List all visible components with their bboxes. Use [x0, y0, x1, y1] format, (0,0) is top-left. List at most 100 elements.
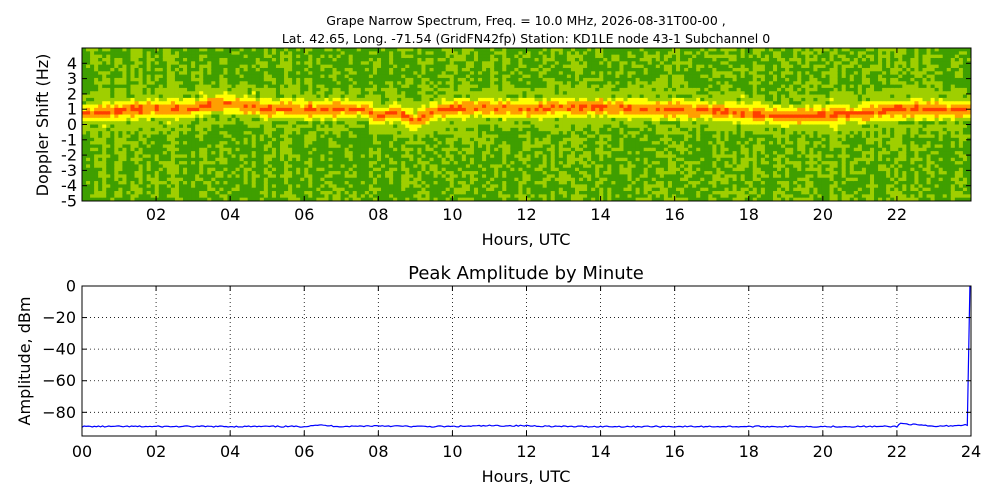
spectrogram-cell — [86, 104, 91, 109]
spectrogram-cell — [312, 171, 317, 175]
spectrogram-cell — [271, 77, 277, 82]
spectrogram-cell — [126, 151, 132, 156]
spectrogram-cell — [142, 144, 148, 149]
spectrogram-cell — [288, 67, 293, 72]
spectrogram-cell — [243, 51, 249, 56]
spectrogram-cell — [296, 67, 301, 72]
spectrogram-cell — [227, 157, 233, 162]
spectrogram-cell — [183, 184, 188, 189]
spectrogram-cell — [146, 87, 152, 92]
spectrogram-cell — [223, 121, 229, 126]
spectrogram-cell — [211, 77, 216, 82]
spectrogram-cell — [284, 91, 289, 96]
spectrogram-cell — [82, 67, 87, 72]
spectrogram-cell — [215, 164, 220, 169]
spectrogram-cell — [267, 181, 273, 185]
spectrogram-cell — [191, 194, 196, 199]
spectrogram-cell — [183, 114, 188, 119]
spectrogram-cell — [304, 191, 309, 195]
spectrogram-cell — [316, 51, 322, 56]
spectrogram-cell — [183, 157, 188, 162]
spectrogram-cell — [183, 167, 188, 172]
spectrogram-cell — [158, 181, 164, 185]
spectrogram-cell — [146, 147, 152, 152]
spectrogram-cell — [199, 101, 204, 106]
spectrogram-cell — [312, 77, 317, 82]
figure-title-line2: Lat. 42.65, Long. -71.54 (GridFN42fp) St… — [282, 31, 770, 46]
spectrogram-cell — [223, 61, 229, 66]
spectrogram-cell — [126, 114, 132, 119]
spectrogram-cell — [158, 147, 164, 152]
spectrogram-cell — [174, 127, 180, 132]
spectrogram-cell — [203, 61, 208, 66]
spectrogram-cell — [90, 181, 95, 185]
spectrogram-cell — [178, 174, 184, 179]
spectrogram-cell — [284, 197, 289, 201]
spectrogram-cell — [247, 144, 253, 149]
spectrogram-cell — [215, 161, 220, 166]
spectrogram-cell — [94, 91, 99, 96]
spectrogram-cell — [162, 167, 168, 172]
spectrogram-cell — [292, 124, 297, 129]
spectrogram-cell — [255, 74, 261, 79]
spectrogram-cell — [207, 87, 212, 92]
spectrogram-cell — [288, 101, 293, 106]
spectrogram-cell — [134, 141, 140, 146]
spectrogram-cell — [138, 121, 144, 126]
spectrogram-cell — [154, 184, 160, 189]
spectrogram-cell — [275, 107, 281, 112]
spectrogram-cell — [187, 181, 192, 185]
spectrogram-cell — [259, 147, 265, 152]
spectrogram-cell — [259, 94, 265, 99]
spectrogram-cell — [82, 151, 87, 156]
spectrogram-cell — [126, 191, 132, 195]
spectrogram-cell — [292, 94, 297, 99]
spectrogram-cell — [102, 107, 107, 112]
spectrogram-cell — [199, 94, 204, 99]
spectrogram-cell — [114, 157, 119, 162]
spectrogram-cell — [227, 144, 233, 149]
spectrogram-cell — [126, 64, 132, 69]
spectrogram-cell — [267, 191, 273, 195]
spectrogram-cell — [102, 117, 107, 122]
spectrogram-cell — [130, 84, 136, 89]
spectrogram-cell — [259, 121, 265, 126]
spectrogram-cell — [130, 127, 136, 132]
spectrogram-cell — [267, 87, 273, 92]
spectrogram-cell — [284, 154, 289, 159]
spectrogram-cell — [219, 54, 225, 59]
spectrogram-cell — [166, 67, 172, 72]
spectrogram-cell — [271, 147, 277, 152]
spectrogram-cell — [82, 114, 87, 119]
spectrogram-cell — [114, 48, 119, 52]
spectrogram-cell — [308, 87, 313, 92]
spectrogram-cell — [94, 77, 99, 82]
spectrogram-cell — [122, 124, 128, 129]
spectrogram-cell — [308, 171, 313, 175]
spectrogram-cell — [219, 57, 225, 62]
spectrogram-cell — [102, 194, 107, 199]
spectrogram-cell — [243, 191, 249, 195]
spectrogram-cell — [203, 137, 208, 142]
spectrogram-cell — [203, 194, 208, 199]
spectrogram-cell — [239, 67, 245, 72]
spectrogram-cell — [207, 67, 212, 72]
spectrogram-cell — [235, 81, 241, 86]
spectrogram-cell — [150, 137, 156, 142]
spectrogram-cell — [94, 51, 99, 56]
spectrogram-cell — [227, 71, 233, 76]
spectrogram-cell — [219, 117, 225, 122]
spectrogram-cell — [162, 71, 168, 76]
spectrogram-cell — [247, 54, 253, 59]
spectrogram-cell — [170, 71, 176, 76]
spectrogram-cell — [251, 187, 257, 192]
spectrogram-cell — [170, 104, 176, 109]
spectrogram-cell — [239, 127, 245, 132]
spectrogram-cell — [267, 104, 273, 109]
spectrogram-cell — [275, 48, 281, 52]
spectrogram-cell — [98, 171, 103, 175]
spectrogram-cell — [223, 87, 229, 92]
spectrogram-cell — [114, 141, 119, 146]
spectrogram-cell — [166, 174, 172, 179]
spectrogram-cell — [300, 87, 305, 92]
